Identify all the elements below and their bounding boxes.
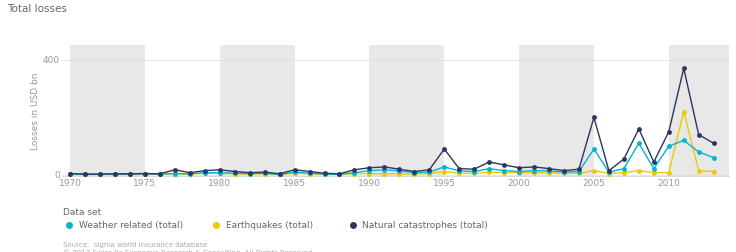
Text: Earthquakes (total): Earthquakes (total) <box>226 221 313 230</box>
Text: Source:  sigma world insurance database: Source: sigma world insurance database <box>63 242 207 248</box>
Text: Total losses: Total losses <box>7 4 67 14</box>
Bar <box>220 45 294 176</box>
Bar <box>669 45 736 176</box>
Bar <box>369 45 445 176</box>
Y-axis label: Losses in USD bn: Losses in USD bn <box>31 72 40 150</box>
Text: Data set: Data set <box>63 208 101 217</box>
Bar <box>70 45 145 176</box>
Text: © 2013 Swiss Re Economic Research & Consulting. All Rights Reserved: © 2013 Swiss Re Economic Research & Cons… <box>63 249 311 252</box>
Text: Weather related (total): Weather related (total) <box>79 221 183 230</box>
Bar <box>519 45 594 176</box>
Text: Natural catastrophes (total): Natural catastrophes (total) <box>362 221 488 230</box>
